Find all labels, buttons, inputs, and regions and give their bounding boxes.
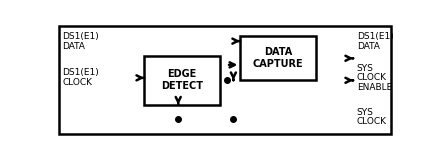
Text: DATA
CAPTURE: DATA CAPTURE bbox=[252, 47, 303, 69]
Text: DS1(E1): DS1(E1) bbox=[357, 32, 393, 41]
Text: CLOCK: CLOCK bbox=[357, 73, 387, 82]
Bar bbox=[144, 56, 220, 105]
Text: EDGE
DETECT: EDGE DETECT bbox=[161, 69, 203, 91]
Bar bbox=[240, 36, 316, 80]
Text: SYS: SYS bbox=[357, 108, 373, 117]
Text: CLOCK: CLOCK bbox=[62, 78, 92, 87]
Text: DATA: DATA bbox=[357, 41, 380, 51]
Text: DS1(E1): DS1(E1) bbox=[62, 68, 99, 77]
Text: ENABLE: ENABLE bbox=[357, 83, 392, 92]
Text: DATA: DATA bbox=[62, 41, 85, 51]
Bar bbox=[59, 26, 391, 134]
Text: DS1(E1): DS1(E1) bbox=[62, 32, 99, 41]
Text: CLOCK: CLOCK bbox=[357, 117, 387, 126]
Text: SYS: SYS bbox=[357, 64, 373, 73]
